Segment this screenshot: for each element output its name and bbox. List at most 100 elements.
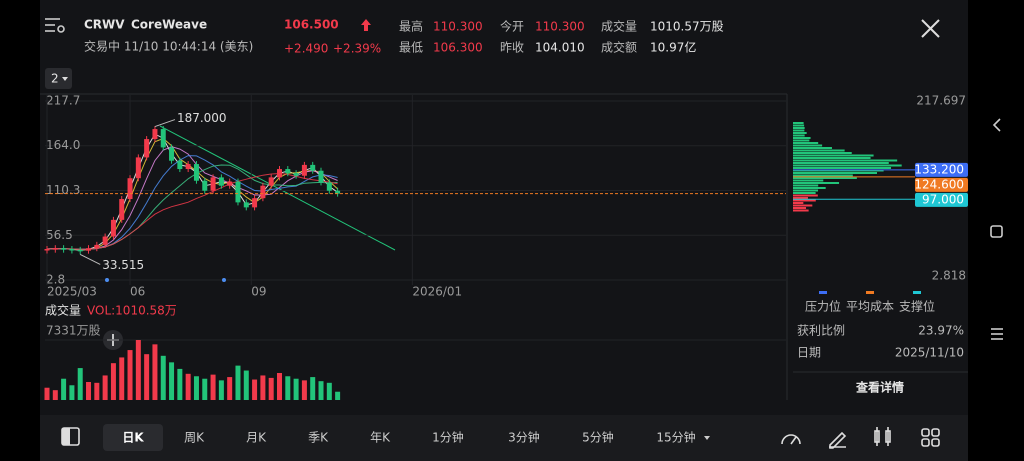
period-tab[interactable]: 月K <box>246 431 267 445</box>
period-tab[interactable]: 3分钟 <box>508 430 540 445</box>
period-tab[interactable]: 5分钟 <box>582 430 614 445</box>
stat-label: 成交量 <box>601 19 637 34</box>
volume-bar <box>77 368 83 400</box>
candle <box>335 190 341 194</box>
candle <box>135 157 141 179</box>
chip-tick-label: 217.697 <box>916 94 966 108</box>
volume-bar <box>301 380 307 400</box>
date: 2025/11/10 <box>895 346 964 360</box>
volume-bar <box>227 377 233 400</box>
chip-bar <box>793 159 898 162</box>
chip-bar <box>793 172 878 174</box>
legend-swatch <box>913 291 921 294</box>
tab-selected-bg <box>103 424 163 451</box>
close-button[interactable] <box>921 19 940 38</box>
volume-bar <box>326 382 332 400</box>
candle <box>119 199 125 220</box>
chip-bar <box>793 132 807 134</box>
chip-bar <box>793 182 840 184</box>
menu-icon[interactable] <box>45 18 65 33</box>
legend-label: 支撑位 <box>899 299 935 314</box>
volume-bar <box>193 376 199 400</box>
candle <box>185 164 191 170</box>
candle <box>210 177 216 191</box>
candle <box>102 236 108 245</box>
chip-bar <box>793 147 832 149</box>
volume-bar <box>94 382 100 400</box>
company-name: CoreWeave <box>131 18 207 32</box>
volume-bar <box>127 350 133 400</box>
candle <box>86 248 92 251</box>
period-tab[interactable]: 年K <box>370 431 391 445</box>
back-icon[interactable] <box>992 118 1001 132</box>
period-tab[interactable]: 15分钟 <box>656 430 695 445</box>
stat-value: 110.300 <box>535 20 585 34</box>
y-tick-label: 164.0 <box>46 138 80 152</box>
candle <box>144 139 150 158</box>
candle <box>169 147 175 161</box>
chip-bar <box>793 162 889 164</box>
date-label: 日期 <box>797 346 821 360</box>
volume-bar <box>260 375 266 400</box>
layout-icon[interactable] <box>61 427 80 446</box>
chip-bar <box>793 124 805 127</box>
period-selector-label[interactable]: 2 <box>51 72 59 86</box>
candle <box>61 248 67 250</box>
period-tab[interactable]: 1分钟 <box>432 430 464 445</box>
chip-bar <box>793 137 811 139</box>
period-tab[interactable]: 季K <box>308 431 329 445</box>
home-icon[interactable] <box>990 225 1003 238</box>
chip-bar <box>793 207 807 209</box>
annotation: 187.000 <box>177 111 227 125</box>
chip-bar <box>793 139 810 142</box>
period-selector[interactable] <box>45 68 72 89</box>
volume-bar <box>243 370 249 400</box>
chip-bar <box>793 209 809 212</box>
period-tab[interactable]: 日K <box>122 431 144 445</box>
chip-bar <box>793 167 892 169</box>
price: 106.500 <box>284 18 339 32</box>
chip-bar <box>793 164 902 167</box>
chip-level-badge <box>915 162 968 177</box>
volume-bar <box>102 375 108 400</box>
volume-bar <box>44 387 50 400</box>
chip-bar <box>793 154 874 157</box>
candle <box>260 185 266 199</box>
stat-label: 成交额 <box>601 40 637 55</box>
volume-bar <box>152 344 158 400</box>
volume-bar <box>318 381 324 400</box>
up-arrow <box>361 19 371 31</box>
period-tab[interactable]: 周K <box>184 431 205 445</box>
candle <box>326 182 332 191</box>
volume-bar <box>218 380 224 400</box>
chip-bar <box>793 127 805 129</box>
volume-bar <box>177 368 183 400</box>
detail-button[interactable]: 查看详情 <box>855 380 904 395</box>
candle <box>318 170 324 183</box>
stat-label: 昨收 <box>500 41 524 55</box>
volume-bar <box>169 362 175 400</box>
status: 交易中 11/10 10:44:14 (美东) <box>84 39 253 54</box>
chip-bar <box>793 177 857 179</box>
volume-bar <box>69 385 75 400</box>
chip-bar <box>793 174 853 177</box>
candle <box>268 177 274 186</box>
volume-bar <box>276 372 282 400</box>
candle <box>193 164 199 181</box>
y-tick-label: 56.5 <box>46 228 73 242</box>
volume-subtitle: VOL:1010.58万 <box>87 304 177 318</box>
volume-bar <box>135 340 141 400</box>
recent-icon[interactable] <box>991 328 1003 340</box>
chip-bar <box>793 129 805 132</box>
chip-bar <box>793 179 824 182</box>
stat-value: 1010.57万股 <box>650 20 724 34</box>
chip-bar <box>793 189 819 192</box>
chip-bar <box>793 157 871 159</box>
volume-bar <box>110 363 116 400</box>
volume-bar <box>285 376 291 400</box>
event-dot <box>105 278 109 282</box>
chip-bar <box>793 152 852 154</box>
toolbar-icons[interactable] <box>781 427 940 449</box>
candle <box>310 164 316 171</box>
stat-value: 110.300 <box>433 20 483 34</box>
